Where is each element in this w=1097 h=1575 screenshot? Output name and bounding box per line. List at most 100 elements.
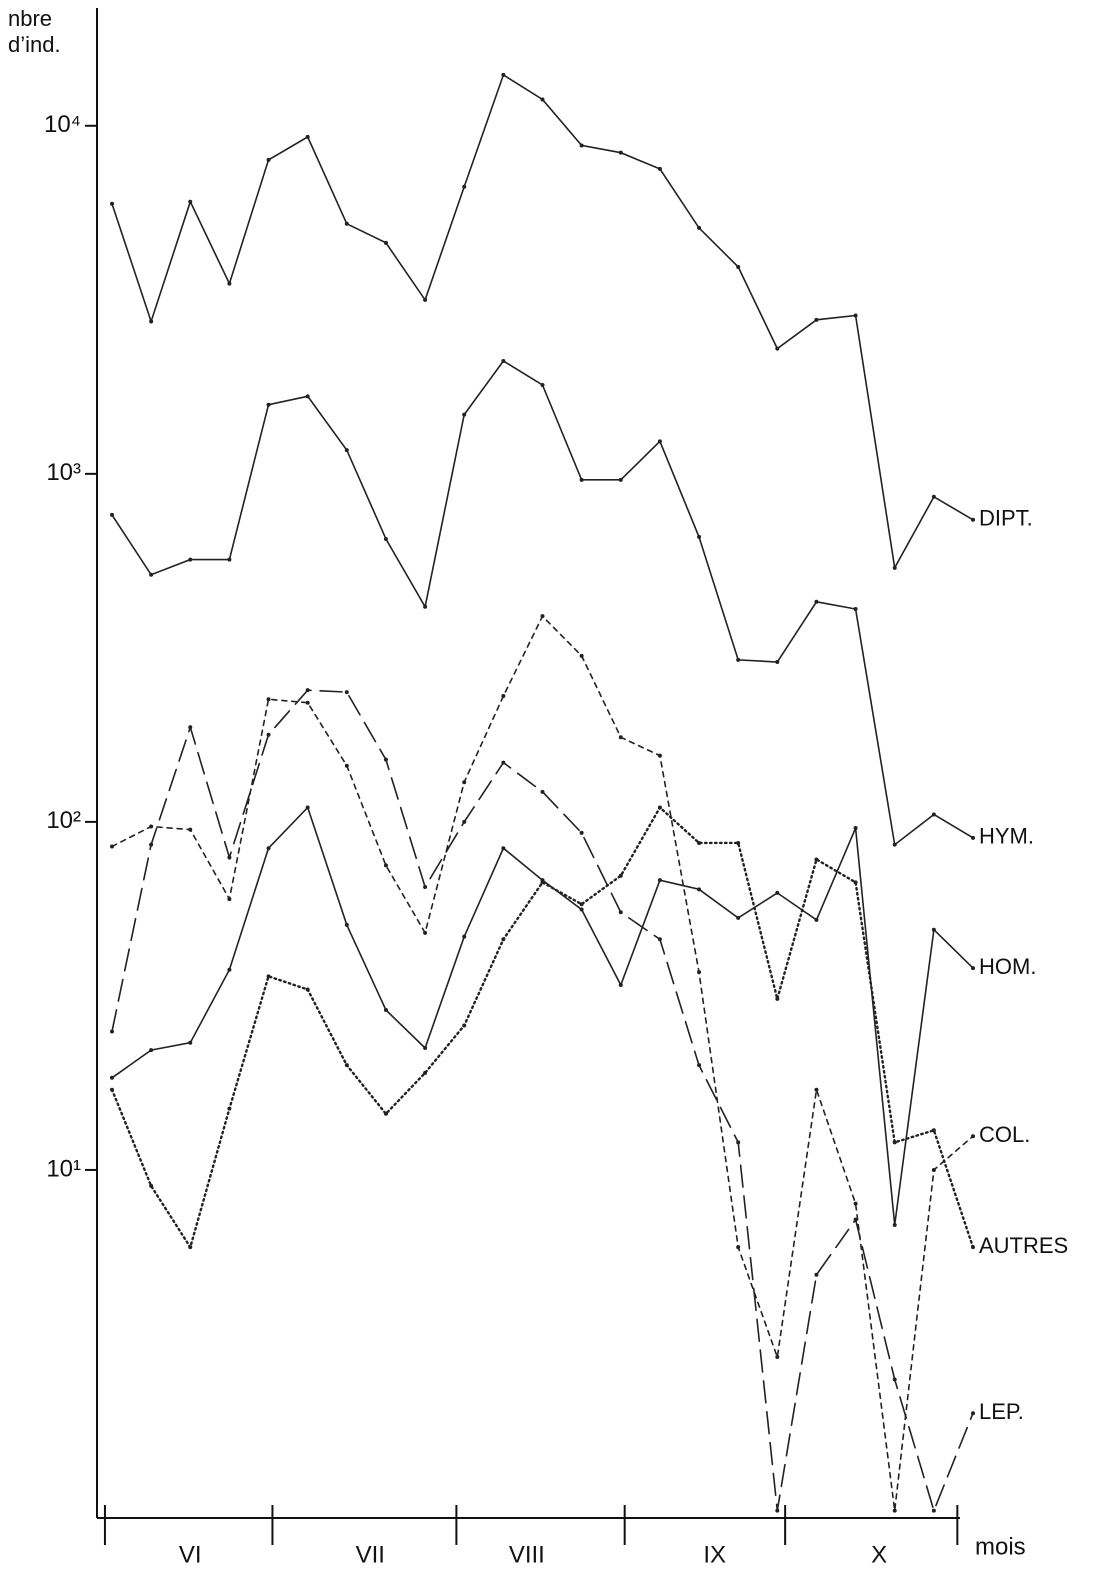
data-point (579, 653, 584, 658)
data-point (697, 1063, 702, 1068)
data-point (266, 974, 271, 979)
data-point (618, 910, 623, 915)
data-point (814, 917, 819, 922)
data-point (971, 1134, 975, 1139)
data-point (736, 264, 741, 269)
data-point (579, 902, 584, 907)
data-point (971, 517, 975, 522)
data-point (266, 697, 271, 702)
data-point (814, 599, 819, 604)
data-point (149, 1048, 154, 1053)
data-point (657, 805, 662, 810)
data-point (736, 657, 741, 662)
data-point (775, 659, 780, 664)
data-point (540, 880, 545, 885)
data-point (305, 805, 310, 810)
data-point (618, 735, 623, 740)
data-point (305, 394, 310, 399)
data-point (344, 690, 349, 695)
data-point (853, 313, 858, 318)
data-point (618, 982, 623, 987)
data-point (383, 1111, 388, 1116)
data-point (931, 1167, 936, 1172)
data-point (462, 412, 467, 417)
data-point (892, 1140, 897, 1145)
data-point (383, 536, 388, 541)
data-point (305, 987, 310, 992)
data-point (188, 827, 193, 832)
data-point (618, 873, 623, 878)
series-label: COL. (979, 1122, 1030, 1147)
series-line (111, 614, 974, 1511)
data-point (501, 693, 506, 698)
data-point (227, 855, 232, 860)
data-point (579, 143, 584, 148)
data-point (149, 1183, 154, 1188)
data-point (736, 915, 741, 920)
data-point (775, 890, 780, 895)
series-label: HYM. (979, 824, 1034, 849)
data-point (853, 826, 858, 831)
data-point (540, 97, 545, 102)
data-point (931, 1508, 936, 1513)
data-point (423, 1046, 428, 1051)
data-point (853, 606, 858, 611)
data-point (344, 448, 349, 453)
series-label: HOM. (979, 954, 1036, 979)
data-point (227, 557, 232, 562)
data-point (814, 1272, 819, 1277)
data-point (540, 789, 545, 794)
data-point (697, 970, 702, 975)
data-point (657, 166, 662, 171)
data-point (188, 1245, 193, 1250)
data-point (853, 880, 858, 885)
data-point (227, 281, 232, 286)
data-point (423, 885, 428, 890)
data-point (657, 753, 662, 758)
data-point (579, 830, 584, 835)
data-point (423, 604, 428, 609)
y-axis-label: d’ind. (8, 32, 61, 57)
data-point (305, 700, 310, 705)
data-point (775, 996, 780, 1001)
data-point (892, 1222, 897, 1227)
data-point (188, 199, 193, 204)
data-point (188, 725, 193, 730)
data-point (383, 240, 388, 245)
data-point (109, 844, 114, 849)
series-label: DIPT. (979, 506, 1033, 531)
data-point (109, 512, 114, 517)
y-tick-label: 10¹ (46, 1155, 81, 1182)
data-point (423, 1070, 428, 1075)
data-point (892, 565, 897, 570)
data-point (697, 534, 702, 539)
data-point (814, 317, 819, 322)
x-axis-label: mois (975, 1533, 1026, 1560)
data-point (109, 1029, 114, 1034)
data-point (149, 319, 154, 324)
data-point (931, 494, 936, 499)
data-point (149, 842, 154, 847)
data-point (501, 937, 506, 942)
y-tick-label: 10³ (46, 459, 81, 486)
data-point (383, 863, 388, 868)
data-point (423, 930, 428, 935)
data-point (501, 72, 506, 77)
data-point (736, 840, 741, 845)
data-point (736, 1140, 741, 1145)
data-point (266, 402, 271, 407)
data-point (423, 297, 428, 302)
data-point (971, 835, 975, 840)
y-axis-label: nbre (8, 6, 52, 31)
data-point (775, 346, 780, 351)
data-point (109, 1087, 114, 1092)
data-point (344, 221, 349, 226)
data-point (657, 878, 662, 883)
data-point (657, 439, 662, 444)
data-point (775, 1355, 780, 1360)
data-point (931, 1128, 936, 1133)
series-label: AUTRES (979, 1233, 1068, 1258)
data-point (344, 1063, 349, 1068)
series-label: LEP. (979, 1399, 1024, 1424)
